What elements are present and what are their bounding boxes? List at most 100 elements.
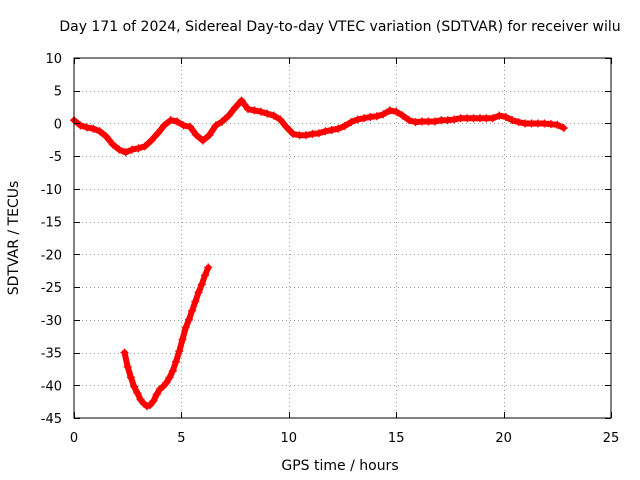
data-point — [95, 127, 104, 136]
data-point — [495, 111, 504, 120]
x-axis-label: GPS time / hours — [281, 458, 398, 474]
data-point — [205, 131, 214, 140]
data-point — [276, 115, 285, 124]
data-point — [184, 315, 193, 324]
data-point — [172, 357, 181, 366]
x-tick-label: 25 — [603, 431, 620, 446]
y-tick-label: 5 — [54, 85, 62, 100]
data-point — [488, 114, 497, 123]
y-tick-label: 0 — [54, 117, 62, 132]
data-point — [430, 117, 439, 126]
plot-frame — [73, 57, 612, 419]
data-point — [237, 96, 246, 105]
data-point — [392, 107, 401, 116]
data-point — [162, 378, 171, 387]
y-tick-label: -25 — [41, 281, 62, 296]
data-point — [256, 107, 265, 116]
data-point — [282, 123, 291, 132]
data-point — [166, 116, 175, 125]
data-point — [82, 123, 91, 132]
data-point — [179, 121, 188, 130]
data-point — [269, 111, 278, 120]
data-point — [175, 347, 184, 356]
data-point — [559, 124, 568, 133]
data-point — [204, 263, 213, 272]
data-point — [514, 118, 523, 127]
data-point — [149, 396, 158, 405]
data-point — [140, 142, 149, 151]
data-point — [353, 115, 362, 124]
data-point — [553, 120, 562, 129]
grid — [74, 58, 611, 418]
data-point — [340, 122, 349, 131]
data-point — [201, 271, 210, 280]
data-point — [115, 145, 124, 154]
y-tick-label: -40 — [41, 379, 62, 394]
data-point — [359, 114, 368, 123]
data-point — [127, 145, 136, 154]
data-point — [76, 121, 85, 130]
data-point — [160, 121, 169, 130]
data-point — [188, 306, 197, 315]
data-point — [192, 131, 201, 140]
data-point — [231, 103, 240, 112]
data-point — [321, 127, 330, 136]
y-tick-label: -45 — [41, 412, 62, 427]
data-point — [130, 382, 139, 391]
y-tick-label: -5 — [49, 150, 62, 165]
data-point — [194, 288, 203, 297]
data-point — [301, 131, 310, 140]
y-tick-label: -30 — [41, 314, 62, 329]
data-point — [121, 148, 130, 157]
data-point — [243, 105, 252, 114]
data-point — [152, 390, 161, 399]
data-point — [211, 121, 220, 130]
data-point — [153, 129, 162, 138]
x-tick-label: 10 — [281, 431, 298, 446]
data-point — [501, 112, 510, 121]
data-point — [123, 362, 132, 371]
data-point — [379, 110, 388, 119]
data-point — [398, 111, 407, 120]
data-point — [250, 106, 259, 115]
axis-ticks: 0 5 10 15 20 25 10 5 0 -5 -10 -15 -20 -25 -30 -35 -40 -45 — [41, 52, 620, 446]
data-point — [263, 109, 272, 118]
data-point — [198, 136, 207, 145]
data-point — [405, 116, 414, 125]
data-point — [347, 118, 356, 127]
data-point — [224, 111, 233, 120]
x-tick-label: 5 — [177, 431, 185, 446]
data-point — [102, 132, 111, 141]
y-tick-label: -15 — [41, 216, 62, 231]
data-point — [289, 129, 298, 138]
y-axis-label: SDTVAR / TECUs — [6, 181, 22, 296]
data-point — [173, 117, 182, 126]
data-point — [147, 136, 156, 145]
x-tick-label: 15 — [388, 431, 405, 446]
data-point — [334, 124, 343, 133]
y-tick-label: -35 — [41, 347, 62, 362]
data-point — [181, 323, 190, 332]
y-tick-label: -10 — [41, 183, 62, 198]
series-trace-1 — [71, 97, 567, 156]
x-tick-label: 0 — [70, 431, 78, 446]
data-point — [134, 144, 143, 153]
data-point — [185, 122, 194, 131]
data-point — [327, 126, 336, 134]
data-point — [133, 389, 142, 398]
data-point — [126, 373, 135, 382]
data-point — [120, 348, 129, 357]
data-point — [89, 124, 98, 133]
x-tick-label: 20 — [495, 431, 512, 446]
chart-title: Day 171 of 2024, Sidereal Day-to-day VTE… — [59, 19, 620, 35]
data-point — [508, 116, 517, 125]
data-point — [372, 112, 381, 121]
data-point — [218, 117, 227, 126]
data-point — [314, 129, 323, 138]
data-point — [165, 373, 174, 382]
y-tick-label: -20 — [41, 248, 62, 263]
data-point — [385, 106, 394, 115]
data-point — [450, 115, 459, 124]
